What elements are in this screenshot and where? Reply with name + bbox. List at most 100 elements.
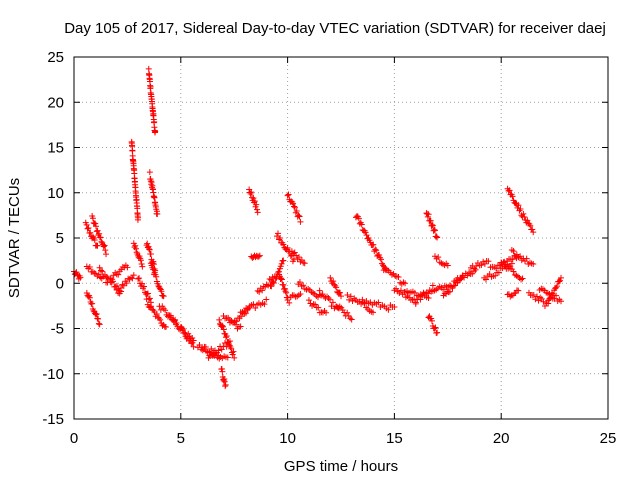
data-point	[115, 271, 122, 278]
data-point	[148, 179, 155, 186]
data-point	[148, 303, 155, 310]
data-point	[219, 368, 226, 375]
data-point	[255, 253, 262, 260]
data-point	[444, 262, 451, 269]
data-point	[519, 275, 526, 282]
series-t53	[451, 266, 479, 286]
series-t51	[431, 253, 451, 269]
data-point	[251, 198, 258, 205]
y-tick-label: -5	[51, 321, 64, 338]
data-point	[89, 300, 96, 307]
data-point	[146, 295, 153, 302]
data-point	[296, 279, 303, 286]
data-point	[174, 323, 181, 330]
data-point	[280, 257, 287, 264]
data-point	[533, 293, 540, 300]
data-point	[146, 169, 153, 176]
data-point	[337, 289, 344, 296]
data-point	[160, 305, 167, 312]
data-point	[85, 225, 92, 232]
data-point	[557, 277, 564, 284]
data-point	[431, 325, 438, 332]
data-point	[395, 273, 402, 280]
series-t40	[333, 303, 355, 323]
data-point	[507, 293, 514, 300]
x-tick-label: 20	[493, 430, 510, 447]
series-t58	[504, 185, 537, 236]
data-point	[529, 226, 536, 233]
data-point	[510, 248, 517, 255]
y-tick-labels: -15 -10 -5 0 5 10 15 20 25	[42, 49, 64, 428]
data-point	[501, 258, 508, 265]
data-point	[495, 269, 502, 276]
data-point	[280, 241, 287, 248]
series-t8	[128, 138, 142, 223]
data-point	[94, 227, 101, 234]
data-point	[170, 316, 177, 323]
data-point	[517, 205, 524, 212]
data-point	[160, 293, 167, 300]
data-point	[281, 285, 288, 292]
y-tick-label: 5	[56, 230, 64, 247]
data-point	[391, 303, 398, 310]
data-point	[435, 254, 442, 261]
x-tick-label: 5	[177, 430, 185, 447]
data-point	[130, 272, 137, 279]
data-point	[93, 310, 100, 317]
data-point	[397, 287, 404, 294]
data-point	[517, 253, 524, 260]
data-point	[208, 345, 215, 352]
data-point	[96, 230, 103, 237]
data-point	[268, 283, 275, 290]
data-point	[100, 243, 107, 250]
data-point	[129, 275, 136, 282]
data-point	[296, 213, 303, 220]
data-point	[101, 242, 108, 249]
data-point	[277, 235, 284, 242]
series-t34	[288, 248, 308, 267]
data-point	[295, 212, 302, 219]
data-point	[485, 258, 492, 265]
data-point	[219, 323, 226, 330]
data-point	[202, 344, 209, 351]
data-point	[116, 287, 123, 294]
series-t28	[248, 252, 263, 261]
data-point	[189, 339, 196, 346]
data-point	[190, 343, 197, 350]
data-point	[199, 347, 206, 354]
data-point	[472, 266, 479, 273]
series-t12	[146, 169, 161, 218]
data-point	[215, 347, 222, 354]
data-point	[530, 291, 537, 298]
series-t37	[305, 297, 330, 316]
data-point	[291, 249, 298, 256]
data-point	[530, 261, 537, 268]
data-point	[95, 315, 102, 322]
data-point	[273, 233, 280, 240]
data-point	[284, 192, 291, 199]
data-point	[151, 194, 158, 201]
data-point	[249, 194, 255, 201]
data-point	[301, 260, 308, 267]
data-point	[291, 203, 298, 210]
data-point	[95, 271, 102, 278]
data-point	[362, 229, 369, 236]
series-t23	[218, 365, 229, 390]
data-point	[147, 83, 154, 90]
series-t10	[135, 275, 154, 306]
x-tick-label: 10	[279, 430, 296, 447]
series-t14	[147, 260, 167, 300]
data-point	[153, 273, 160, 280]
data-point	[446, 288, 453, 295]
series-t27	[246, 186, 261, 216]
data-point	[154, 211, 161, 218]
data-point	[473, 263, 480, 270]
data-point	[330, 278, 337, 285]
data-point	[178, 325, 185, 332]
data-point	[425, 211, 432, 218]
data-point	[229, 351, 236, 358]
data-point	[558, 298, 565, 305]
data-point	[551, 295, 558, 302]
data-point	[521, 213, 528, 220]
y-tick-label: 10	[47, 185, 64, 202]
